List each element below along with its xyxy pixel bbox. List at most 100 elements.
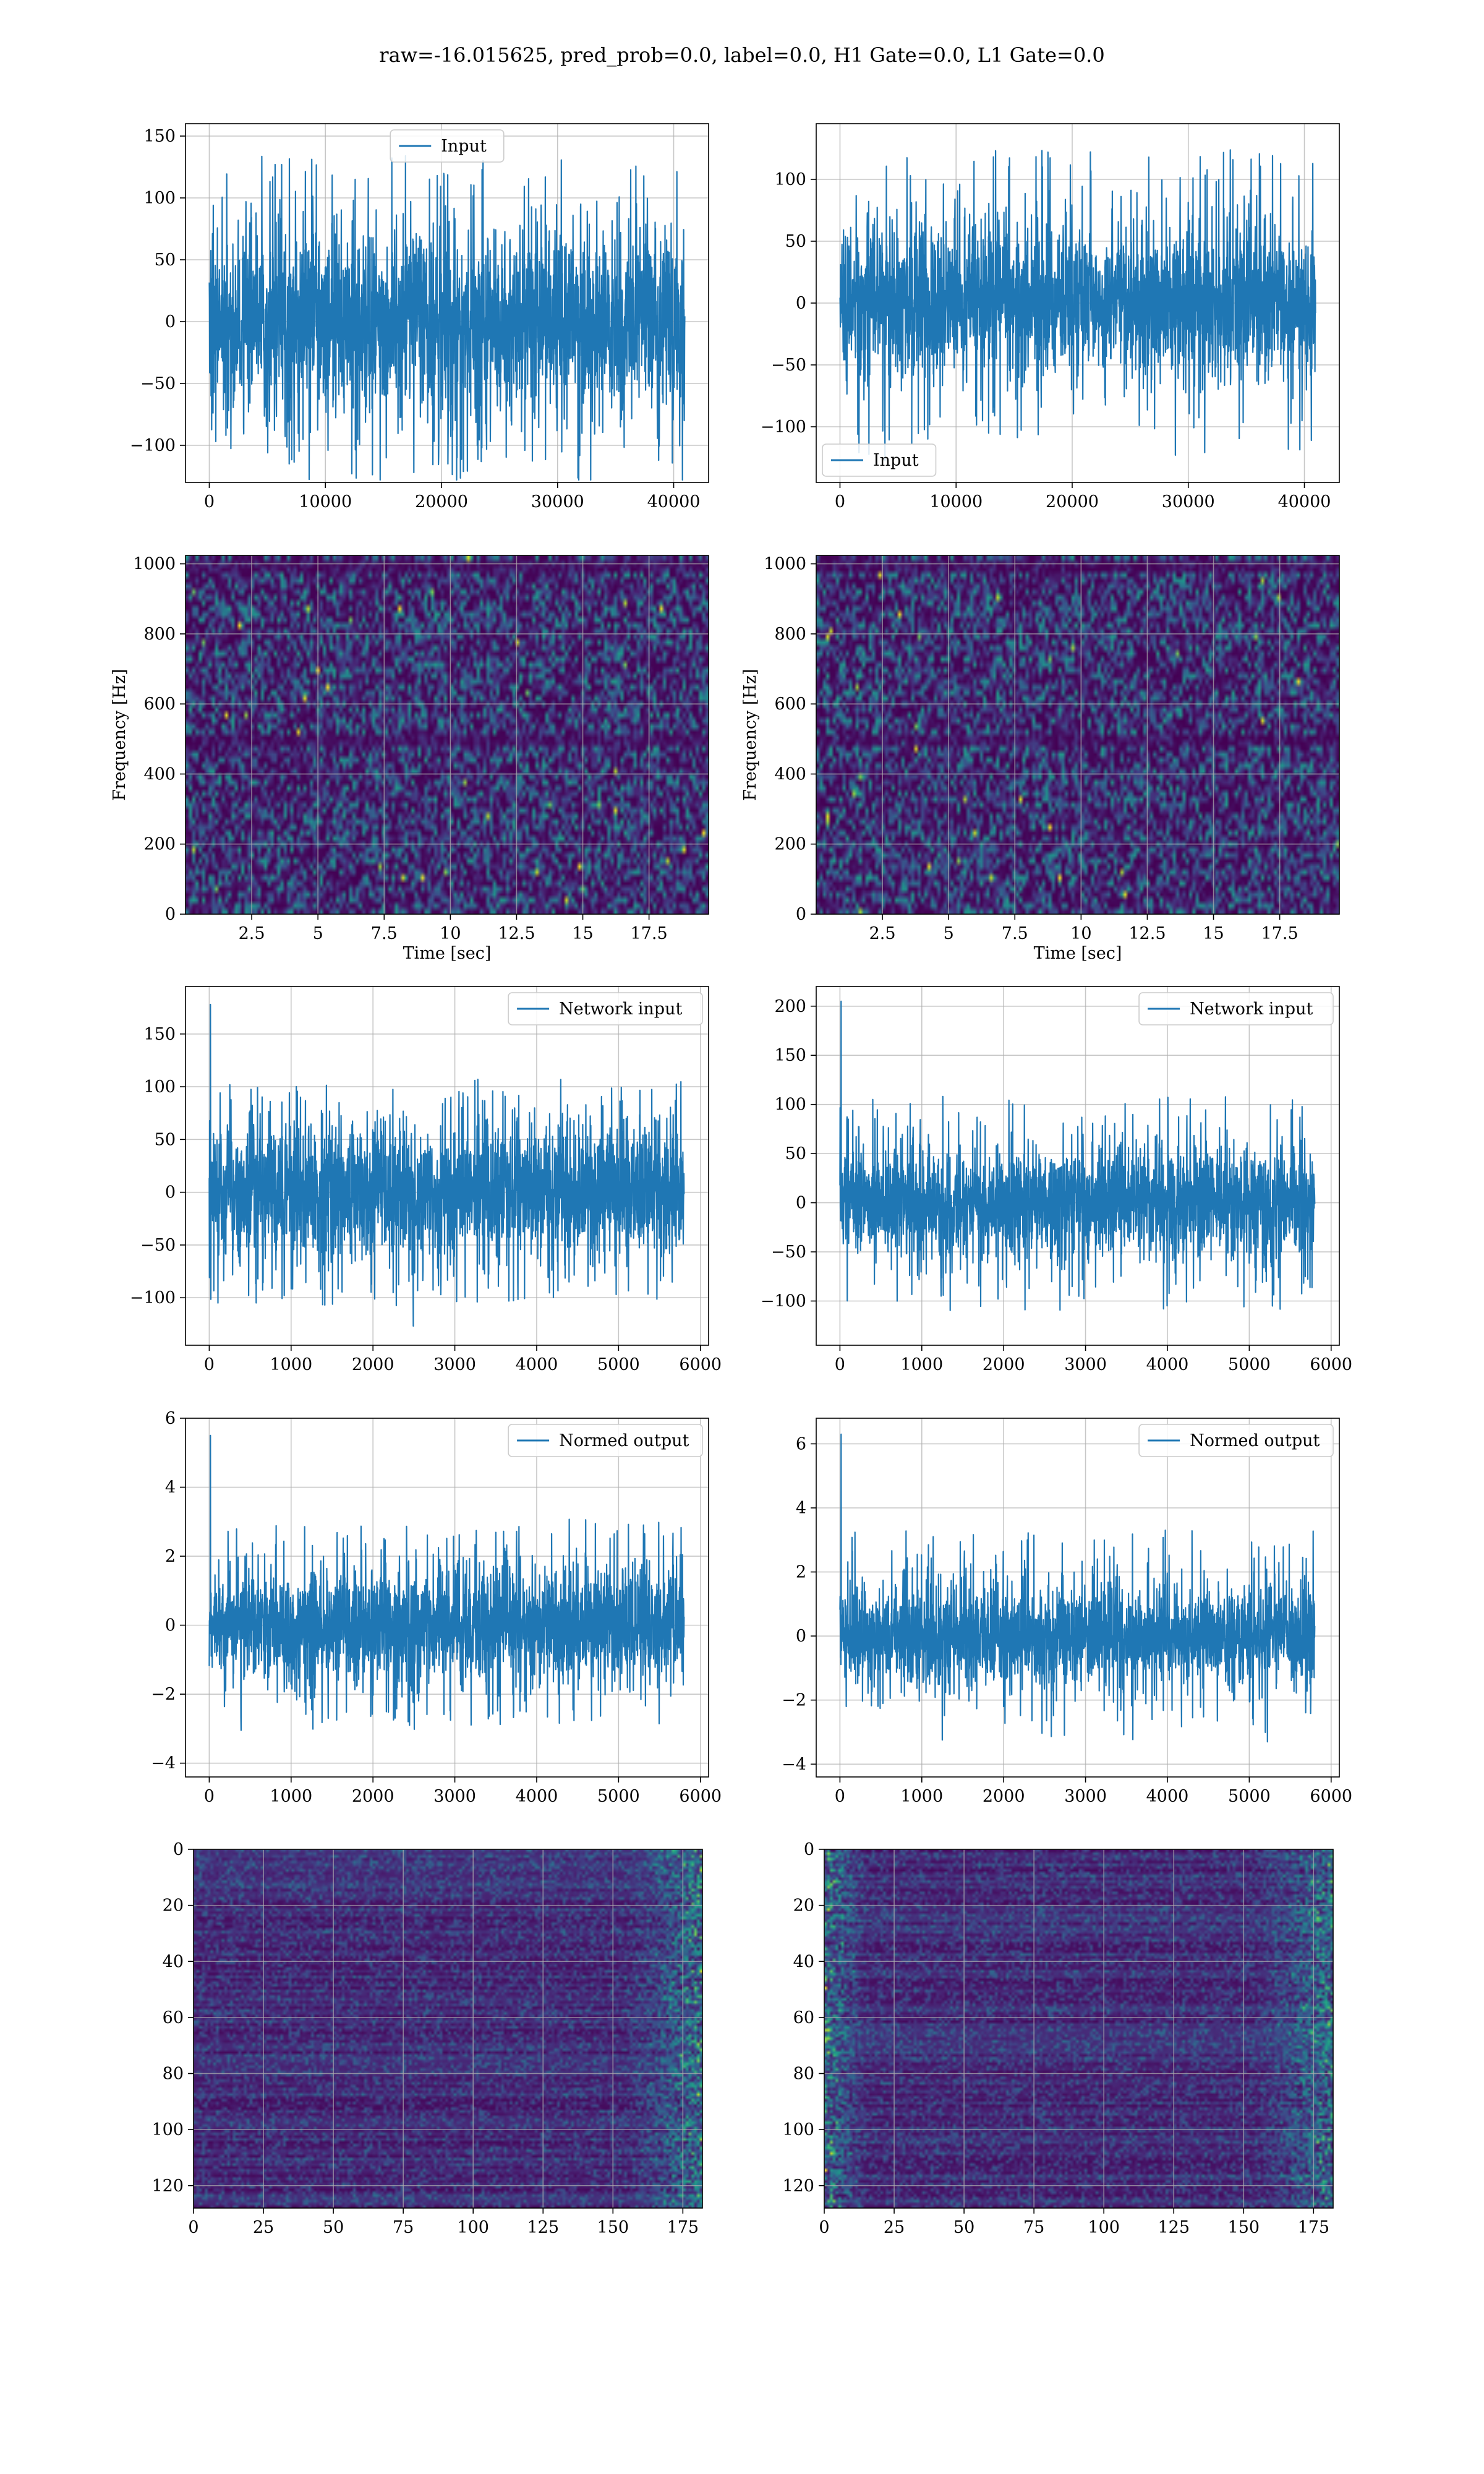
y-tick-label: −2 (151, 1685, 176, 1704)
y-tick-label: −100 (761, 417, 806, 437)
subplot-spectrogram-h1: 2.5 5 7.5 10 12.5 15 17.5 0 200 400 600 800 1000 Time… (110, 555, 709, 963)
y-tick-label: 80 (163, 2065, 184, 2084)
x-tick-label: 7.5 (1002, 924, 1028, 943)
x-tick-label: 17.5 (1261, 924, 1298, 943)
x-tick-label: 30000 (1162, 492, 1215, 511)
y-tick-label: 120 (151, 2177, 184, 2196)
y-tick-label: 0 (165, 312, 176, 332)
x-tick-label: 2.5 (869, 924, 896, 943)
x-tick-label: 0 (204, 1355, 215, 1374)
y-tick-label: 800 (143, 625, 176, 644)
subplot-spectrogram-l1: 2.5 5 7.5 10 12.5 15 17.5 0 200 400 600 800 1000 Time… (741, 555, 1340, 963)
x-tick-label: 0 (204, 1787, 215, 1806)
series-line (839, 149, 1316, 461)
y-tick-label: 0 (173, 1840, 184, 1859)
legend: Network input (508, 992, 703, 1025)
subplot-normed-output-h1: 0 1000 2000 3000 4000 5000 6000 −4 −2 0 2 4 6 Normed … (151, 1409, 722, 1806)
figure-title: raw=-16.015625, pred_prob=0.0, label=0.0… (379, 43, 1104, 67)
x-tick-label: 100 (457, 2218, 489, 2237)
y-tick-label: 100 (782, 2120, 814, 2139)
subplot-feature-map-l1: 0 25 50 75 100 125 150 175 0 20 40 60 80 100 120 (782, 1840, 1334, 2237)
x-tick-label: 10 (1070, 924, 1091, 943)
y-tick-label: 6 (165, 1409, 176, 1428)
legend-label: Normed output (1190, 1431, 1320, 1450)
x-tick-label: 0 (204, 492, 215, 511)
subplot-network-input-l1: 0 1000 2000 3000 4000 5000 6000 −100 −50 0 50 100 15… (761, 986, 1352, 1374)
y-tick-label: 150 (143, 1025, 176, 1044)
y-tick-label: 1000 (764, 555, 806, 574)
y-tick-label: 0 (796, 905, 806, 924)
x-tick-label: 50 (323, 2218, 344, 2237)
y-tick-label: 200 (774, 835, 806, 854)
series-line (208, 1434, 685, 1731)
x-tick-label: 3000 (433, 1355, 476, 1374)
y-tick-label: 0 (165, 1616, 176, 1635)
x-tick-label: 5 (944, 924, 954, 943)
y-tick-label: 0 (804, 1840, 814, 1859)
x-tick-label: 5000 (1228, 1355, 1271, 1374)
heatmap-image (186, 555, 709, 914)
x-tick-label: 5 (313, 924, 323, 943)
x-tick-label: 25 (253, 2218, 274, 2237)
x-tick-label: 2000 (352, 1787, 394, 1806)
x-axis-label: Time [sec] (403, 944, 492, 963)
y-tick-label: 150 (774, 1046, 806, 1065)
legend: Normed output (508, 1424, 703, 1457)
x-tick-label: 75 (393, 2218, 414, 2237)
y-tick-label: 40 (793, 1952, 814, 1971)
y-tick-label: 0 (796, 1194, 806, 1213)
y-tick-label: 40 (163, 1952, 184, 1971)
legend-box (508, 1424, 703, 1457)
y-tick-label: 2 (165, 1547, 176, 1566)
y-tick-label: 0 (165, 905, 176, 924)
y-tick-label: 400 (774, 764, 806, 784)
axes-frame (816, 986, 1340, 1346)
x-tick-label: 0 (819, 2218, 829, 2237)
x-tick-label: 12.5 (1128, 924, 1166, 943)
x-tick-label: 0 (835, 1787, 845, 1806)
x-tick-label: 2000 (983, 1787, 1025, 1806)
x-tick-label: 6000 (679, 1355, 722, 1374)
series-line (208, 155, 686, 481)
series-line (208, 1003, 685, 1327)
heatmap-image (194, 1849, 702, 2208)
axes-frame (185, 1418, 709, 1778)
subplot-network-input-h1: 0 1000 2000 3000 4000 5000 6000 −100 −50 0 50 100 15… (130, 986, 722, 1374)
x-tick-label: 10000 (929, 492, 983, 511)
subplot-input-l1: 0 10000 20000 30000 40000 −100 −50 0 50 100 Input (761, 123, 1340, 511)
x-tick-label: 4000 (516, 1787, 558, 1806)
y-tick-label: 100 (774, 1095, 806, 1115)
y-tick-label: 800 (774, 625, 806, 644)
x-tick-label: 0 (835, 1355, 845, 1374)
legend-box (1138, 1424, 1334, 1457)
x-tick-label: 2000 (983, 1355, 1025, 1374)
x-tick-label: 5000 (597, 1355, 640, 1374)
y-tick-label: 120 (782, 2177, 814, 2196)
x-tick-label: 10000 (299, 492, 352, 511)
x-tick-label: 6000 (1310, 1787, 1352, 1806)
x-axis-label: Time [sec] (1034, 944, 1122, 963)
x-tick-label: 20000 (1046, 492, 1099, 511)
y-tick-label: 6 (796, 1434, 806, 1453)
y-tick-label: −50 (771, 1243, 806, 1262)
x-tick-label: 1000 (900, 1787, 943, 1806)
x-tick-label: 175 (1298, 2218, 1330, 2237)
y-tick-label: 50 (785, 1144, 806, 1163)
y-tick-label: −100 (761, 1291, 806, 1311)
axes-frame (185, 555, 709, 915)
y-tick-label: 1000 (133, 555, 176, 574)
y-tick-label: 4 (165, 1478, 176, 1497)
x-tick-label: 125 (527, 2218, 559, 2237)
y-tick-label: 600 (774, 695, 806, 714)
x-tick-label: 10 (440, 924, 461, 943)
y-tick-label: 20 (163, 1896, 184, 1915)
y-tick-label: 100 (143, 1077, 176, 1097)
x-tick-label: 40000 (1278, 492, 1331, 511)
y-tick-label: 50 (785, 232, 806, 251)
subplot-input-h1: 0 10000 20000 30000 40000 −100 −50 0 50 100 150 Inp… (130, 123, 709, 511)
y-tick-label: 100 (143, 189, 176, 208)
legend-box (822, 443, 937, 477)
y-tick-label: 20 (793, 1896, 814, 1915)
subplot-feature-map-h1: 0 25 50 75 100 125 150 175 0 20 40 60 80 100 120 (151, 1840, 703, 2237)
